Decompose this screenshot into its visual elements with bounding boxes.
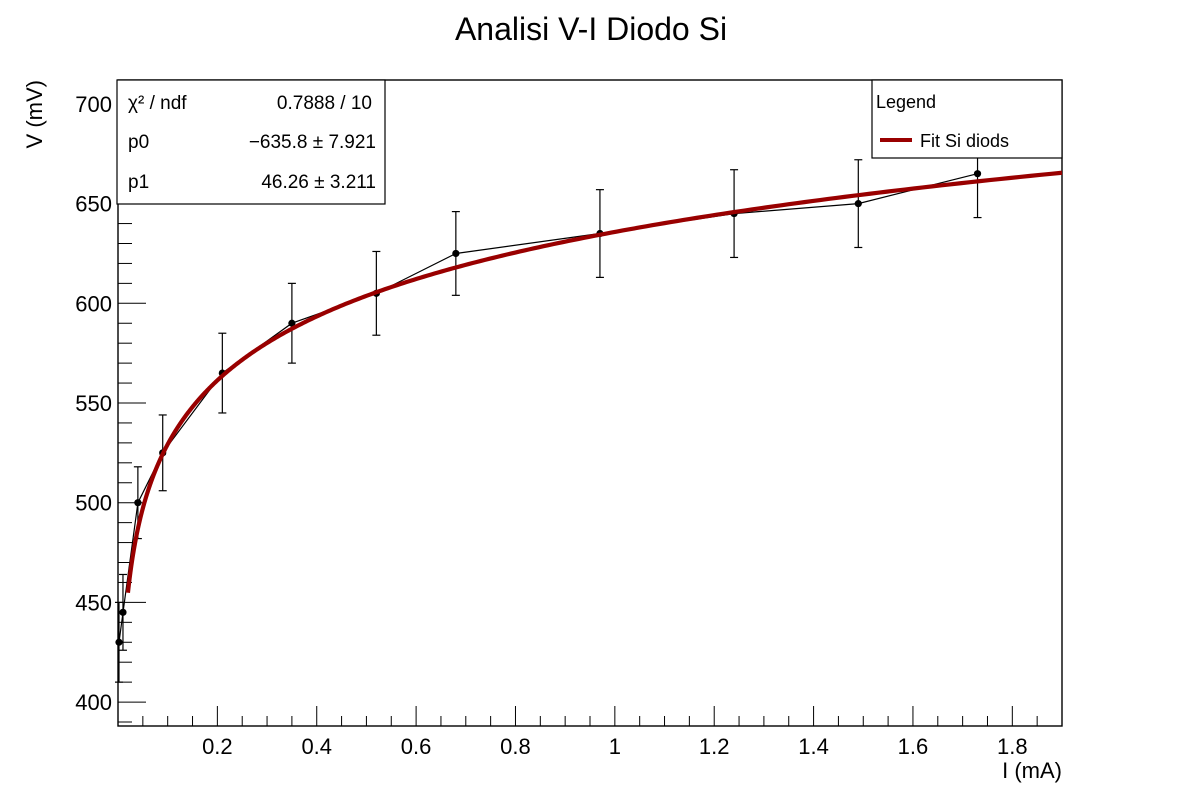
x-tick-label: 1.6 <box>898 734 929 759</box>
stats-p1-label: p1 <box>128 172 149 193</box>
y-tick-label: 700 <box>75 92 112 117</box>
x-tick-label: 1 <box>609 734 621 759</box>
x-tick-label: 0.8 <box>500 734 531 759</box>
x-axis-label: I (mA) <box>1002 758 1062 783</box>
data-point <box>115 638 123 646</box>
data-layer <box>114 129 982 683</box>
x-tick-label: 0.4 <box>301 734 332 759</box>
y-axis: 400 450 500 550 600 650 700 <box>75 83 146 723</box>
fit-curve <box>125 170 1063 593</box>
y-tick-label: 600 <box>75 291 112 316</box>
stats-p0-value: −635.8 ± 7.921 <box>249 132 376 153</box>
data-point <box>134 499 142 507</box>
data-point <box>119 608 127 616</box>
y-tick-label: 450 <box>75 590 112 615</box>
y-axis-label: V (mV) <box>22 80 47 148</box>
y-tick-label: 650 <box>75 192 112 217</box>
stats-p0-label: p0 <box>128 132 149 153</box>
stats-box: χ² / ndf 0.7888 / 10 p0 −635.8 ± 7.921 p… <box>116 79 386 205</box>
chart-title: Analisi V-I Diodo Si <box>455 11 727 47</box>
data-point <box>452 249 460 258</box>
fit-layer <box>125 170 1063 593</box>
stats-chi2-label: χ² / ndf <box>128 93 187 114</box>
x-tick-label: 0.2 <box>202 734 233 759</box>
x-tick-label: 1.2 <box>699 734 730 759</box>
data-point <box>973 170 982 178</box>
stats-p1-value: 46.26 ± 3.211 <box>261 172 376 193</box>
legend-header: Legend <box>876 92 936 112</box>
y-tick-label: 400 <box>75 690 112 715</box>
y-tick-label: 500 <box>75 491 112 516</box>
y-tick-label: 550 <box>75 391 112 416</box>
x-tick-label: 1.4 <box>798 734 829 759</box>
legend-entry-fit: Fit Si diods <box>920 131 1009 151</box>
data-point <box>288 319 296 327</box>
data-point <box>854 200 862 208</box>
x-tick-label: 1.8 <box>997 734 1028 759</box>
x-tick-label: 0.6 <box>401 734 432 759</box>
legend: Legend Fit Si diods <box>871 79 1063 159</box>
stats-chi2-value: 0.7888 / 10 <box>277 93 372 114</box>
x-axis: 0.2 0.4 0.6 0.8 1 1.2 1.4 1.6 1.8 <box>142 706 1063 759</box>
